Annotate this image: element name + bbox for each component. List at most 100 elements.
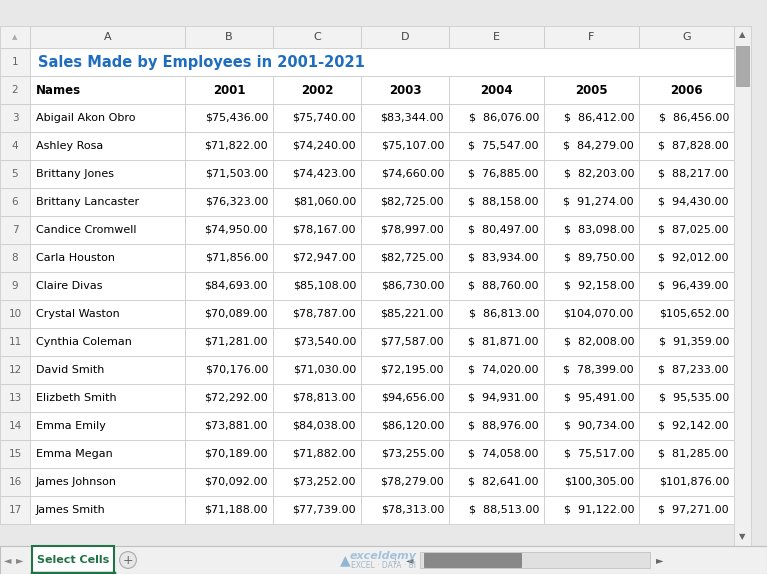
Text: 2006: 2006: [670, 83, 703, 96]
Bar: [734, 440, 751, 468]
Bar: [449, 496, 544, 524]
Bar: [639, 440, 734, 468]
Bar: [361, 104, 449, 132]
Bar: [639, 384, 734, 412]
Text: $85,108.00: $85,108.00: [293, 281, 356, 291]
Bar: [361, 26, 449, 48]
Text: $  94,931.00: $ 94,931.00: [469, 393, 539, 403]
Bar: [734, 26, 751, 48]
Bar: [361, 356, 449, 384]
Text: $74,660.00: $74,660.00: [380, 169, 444, 179]
Bar: [185, 26, 273, 48]
Text: Abigail Akon Obro: Abigail Akon Obro: [36, 113, 136, 123]
Bar: [449, 188, 544, 216]
Bar: [420, 552, 650, 568]
Bar: [0, 468, 30, 496]
Text: $74,950.00: $74,950.00: [205, 225, 268, 235]
Text: $  87,828.00: $ 87,828.00: [658, 141, 729, 151]
Text: 13: 13: [8, 393, 21, 403]
Text: $78,167.00: $78,167.00: [292, 225, 356, 235]
Text: 10: 10: [8, 309, 21, 319]
Text: ◄: ◄: [5, 555, 12, 565]
Bar: [30, 496, 185, 524]
Text: EXCEL · DATA · BI: EXCEL · DATA · BI: [351, 560, 416, 569]
Bar: [185, 188, 273, 216]
Bar: [734, 300, 751, 328]
Bar: [544, 384, 639, 412]
Text: David Smith: David Smith: [36, 365, 104, 375]
Bar: [449, 26, 544, 48]
Text: $  83,934.00: $ 83,934.00: [469, 253, 539, 263]
Text: $71,882.00: $71,882.00: [292, 449, 356, 459]
Bar: [30, 300, 185, 328]
Text: ⋮: ⋮: [390, 555, 400, 565]
Text: $  88,158.00: $ 88,158.00: [469, 197, 539, 207]
Text: Emma Emily: Emma Emily: [36, 421, 106, 431]
Bar: [544, 76, 639, 104]
Bar: [30, 132, 185, 160]
Bar: [639, 160, 734, 188]
Text: $74,423.00: $74,423.00: [292, 169, 356, 179]
Text: 2001: 2001: [212, 83, 245, 96]
Bar: [361, 440, 449, 468]
Bar: [639, 244, 734, 272]
Text: 6: 6: [12, 197, 18, 207]
Text: $71,281.00: $71,281.00: [205, 337, 268, 347]
Text: $  78,399.00: $ 78,399.00: [564, 365, 634, 375]
Text: $100,305.00: $100,305.00: [564, 477, 634, 487]
Text: $  87,233.00: $ 87,233.00: [659, 365, 729, 375]
Text: $  92,012.00: $ 92,012.00: [659, 253, 729, 263]
Bar: [639, 188, 734, 216]
Bar: [449, 328, 544, 356]
Text: Elizbeth Smith: Elizbeth Smith: [36, 393, 117, 403]
Text: $72,292.00: $72,292.00: [204, 393, 268, 403]
Bar: [734, 328, 751, 356]
Bar: [0, 216, 30, 244]
Bar: [273, 188, 361, 216]
Text: exceldemy: exceldemy: [350, 551, 417, 561]
Text: 5: 5: [12, 169, 18, 179]
Text: ►: ►: [657, 555, 663, 565]
Text: F: F: [588, 32, 594, 42]
Bar: [734, 356, 751, 384]
Bar: [449, 468, 544, 496]
Text: 15: 15: [8, 449, 21, 459]
Text: Candice Cromwell: Candice Cromwell: [36, 225, 137, 235]
Text: $105,652.00: $105,652.00: [659, 309, 729, 319]
Text: $73,252.00: $73,252.00: [292, 477, 356, 487]
Text: $  97,271.00: $ 97,271.00: [658, 505, 729, 515]
Text: $  82,008.00: $ 82,008.00: [564, 337, 634, 347]
Text: $78,813.00: $78,813.00: [292, 393, 356, 403]
Bar: [639, 496, 734, 524]
Bar: [185, 272, 273, 300]
Bar: [273, 356, 361, 384]
Text: $  86,813.00: $ 86,813.00: [469, 309, 539, 319]
Bar: [361, 328, 449, 356]
Text: Ashley Rosa: Ashley Rosa: [36, 141, 104, 151]
Bar: [0, 356, 30, 384]
Text: $104,070.00: $104,070.00: [564, 309, 634, 319]
Text: $  87,025.00: $ 87,025.00: [659, 225, 729, 235]
Bar: [185, 328, 273, 356]
Bar: [30, 468, 185, 496]
Text: $73,881.00: $73,881.00: [205, 421, 268, 431]
Text: $  82,641.00: $ 82,641.00: [469, 477, 539, 487]
Bar: [639, 26, 734, 48]
Text: 16: 16: [8, 477, 21, 487]
Bar: [449, 104, 544, 132]
Text: Carla Houston: Carla Houston: [36, 253, 115, 263]
Bar: [544, 496, 639, 524]
Bar: [734, 384, 751, 412]
Text: $  86,456.00: $ 86,456.00: [659, 113, 729, 123]
Bar: [734, 48, 751, 76]
Bar: [0, 188, 30, 216]
Bar: [0, 244, 30, 272]
Bar: [734, 244, 751, 272]
Bar: [734, 26, 751, 546]
Bar: [544, 244, 639, 272]
Text: $71,030.00: $71,030.00: [293, 365, 356, 375]
Bar: [734, 132, 751, 160]
Bar: [734, 188, 751, 216]
Text: A: A: [104, 32, 111, 42]
Bar: [30, 160, 185, 188]
